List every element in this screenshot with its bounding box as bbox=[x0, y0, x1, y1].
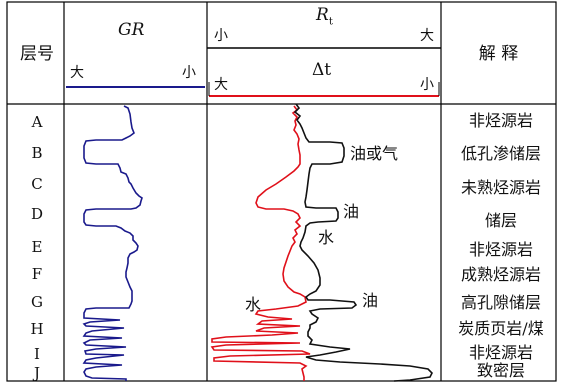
interpretation-label: 低孔渗储层 bbox=[460, 144, 541, 163]
interpretation-label: 未熟烃源岩 bbox=[460, 178, 541, 197]
gr-curve bbox=[82, 105, 143, 381]
layer-label: E bbox=[31, 238, 43, 256]
dt-scale-left-label: 大 bbox=[214, 77, 228, 93]
annotation-oil-upper: 油 bbox=[343, 202, 360, 221]
rt-title-main: R bbox=[316, 5, 329, 25]
layer-column-header: 层号 bbox=[20, 44, 54, 64]
rt-curve bbox=[293, 103, 433, 382]
layer-label: F bbox=[31, 265, 43, 283]
interpretation-label: 高孔隙储层 bbox=[460, 293, 541, 312]
rt-title: Rt bbox=[316, 7, 333, 27]
gr-title: GR bbox=[118, 20, 145, 40]
gr-scale-left-label: 大 bbox=[70, 65, 84, 81]
interpretation-label: 非烃源岩 bbox=[468, 240, 533, 259]
layer-label: I bbox=[34, 345, 40, 363]
layer-label: G bbox=[31, 293, 43, 311]
layer-label: D bbox=[30, 205, 44, 223]
annotation-oil-lower: 油 bbox=[362, 291, 379, 310]
dt-title: Δt bbox=[312, 60, 332, 80]
layer-label: C bbox=[31, 175, 43, 193]
interpretation-label: 炭质页岩/煤 bbox=[458, 319, 544, 338]
interpretation-label: 非烃源岩 bbox=[468, 111, 533, 130]
dt-curve bbox=[210, 105, 311, 381]
annotation-water-lower: 水 bbox=[245, 295, 262, 314]
layer-label: A bbox=[31, 113, 43, 131]
gr-scale-right-label: 小 bbox=[182, 65, 196, 81]
layer-label: B bbox=[31, 144, 43, 162]
dt-scale-right-label: 小 bbox=[420, 77, 434, 93]
rt-scale-right-label: 大 bbox=[420, 28, 434, 44]
rt-scale-left-label: 小 bbox=[214, 28, 228, 44]
layer-label: H bbox=[30, 320, 44, 338]
annotation-water-upper: 水 bbox=[318, 228, 335, 247]
rt-title-subscript: t bbox=[328, 16, 333, 28]
interpretation-label: 非烃源岩 bbox=[468, 343, 533, 362]
table-frame bbox=[6, 1, 557, 382]
interpretation-column-header: 解 释 bbox=[478, 44, 519, 64]
interpretation-label: 致密层 bbox=[476, 361, 525, 380]
interpretation-label: 储层 bbox=[484, 211, 517, 230]
annotation-oil-or-gas: 油或气 bbox=[350, 144, 399, 163]
interpretation-label: 成熟烃源岩 bbox=[460, 265, 541, 284]
layer-label: J bbox=[33, 364, 40, 382]
